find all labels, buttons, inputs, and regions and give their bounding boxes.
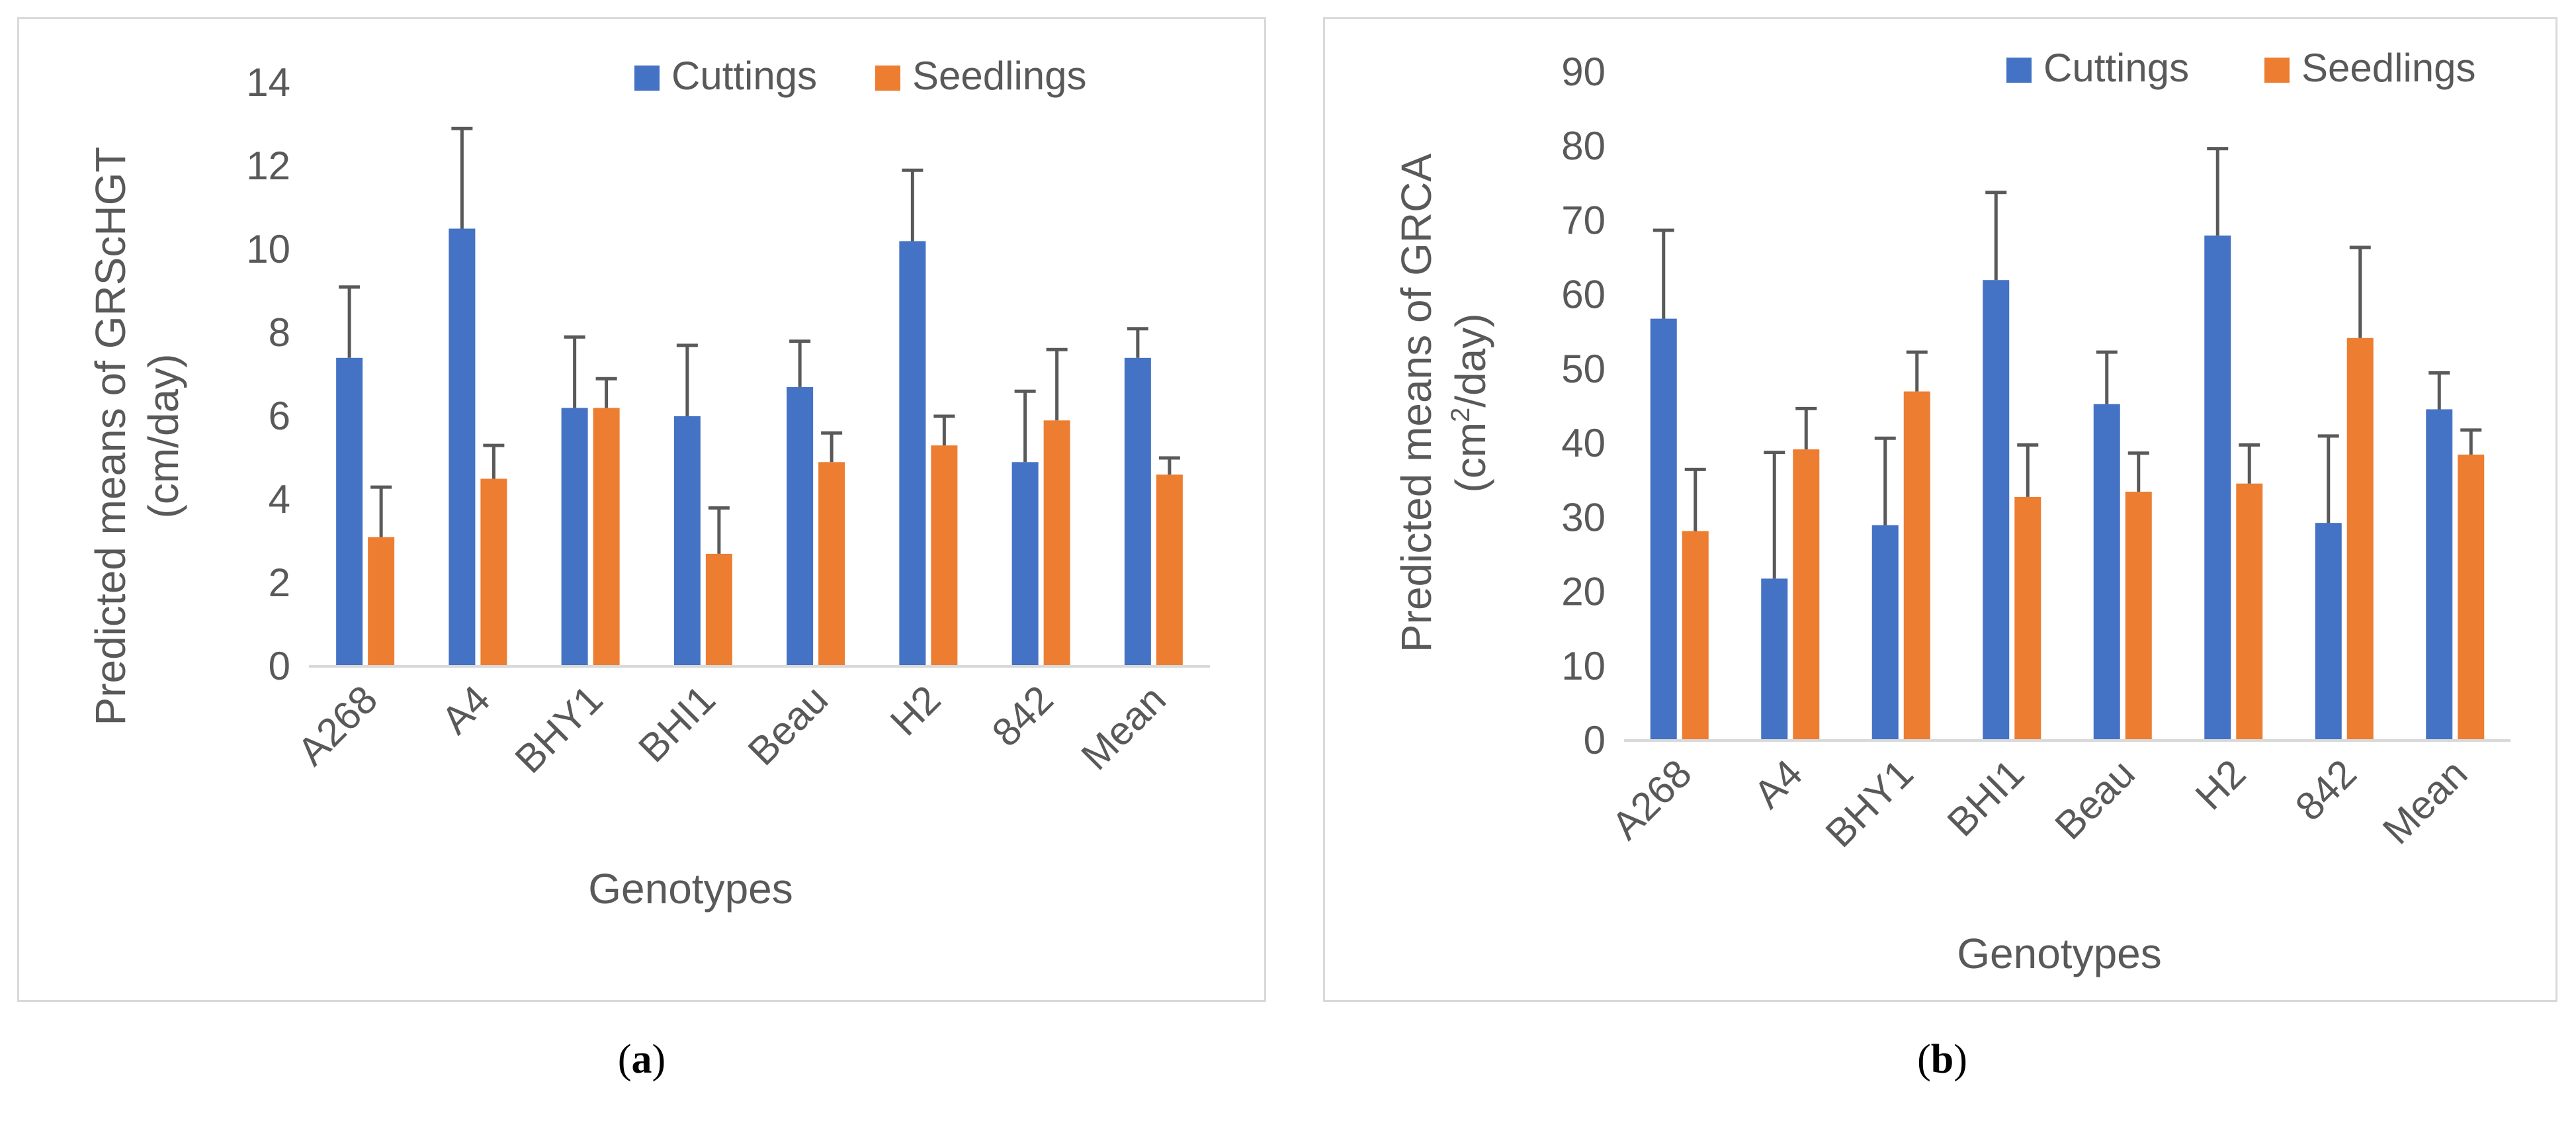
legend-label-seedlings: Seedlings: [912, 54, 1087, 98]
x-tick-label: Mean: [2374, 751, 2476, 853]
bar-cuttings-a268: [1650, 318, 1677, 741]
legend-label-cuttings: Cuttings: [2043, 46, 2189, 90]
bar-seedlings-a268: [1682, 531, 1709, 740]
x-tick-label: BHI1: [630, 677, 724, 771]
y-axis-label-unit-post: /day): [1447, 313, 1494, 407]
legend-label-cuttings: Cuttings: [671, 54, 817, 98]
y-tick-label: 14: [246, 60, 290, 105]
x-tick-label: BHI1: [1939, 751, 2033, 845]
y-axis-label-unit-pre: (cm: [1447, 422, 1494, 493]
y-tick-label: 2: [269, 560, 290, 605]
bar-cuttings-mean: [1124, 357, 1151, 666]
bar-seedlings-a268: [368, 537, 395, 666]
y-tick-label: 10: [1561, 644, 1606, 688]
bar-cuttings-842: [2315, 523, 2342, 740]
bar-cuttings-beau: [787, 386, 814, 666]
bar-seedlings-842: [2346, 337, 2374, 740]
bar-cuttings-bhy1: [561, 408, 588, 666]
bar-seedlings-a4: [1793, 449, 1820, 740]
bar-cuttings-842: [1011, 462, 1039, 666]
y-tick-label: 90: [1561, 50, 1606, 94]
y-axis-label-line2: (cm/day): [140, 354, 187, 519]
y-tick-label: 50: [1561, 347, 1606, 391]
x-tick-label: A268: [289, 677, 386, 774]
y-tick-label: 8: [269, 310, 290, 355]
x-tick-label: A4: [433, 677, 498, 742]
y-axis-label-line1: Predicted means of GRCA: [1393, 154, 1440, 652]
y-tick-label: 4: [269, 477, 290, 521]
bar-cuttings-a4: [1761, 578, 1788, 740]
y-tick-label: 12: [246, 144, 290, 188]
legend-swatch-seedlings: [875, 66, 900, 91]
y-tick-label: 60: [1561, 273, 1606, 317]
y-tick-label: 10: [246, 227, 290, 271]
chart-panel-b: 0 10 20 30 40 50 60 70 80 90 A268 A4 BHY1 BHI1 Beau H2…: [1323, 17, 2557, 1002]
legend-swatch-seedlings: [2264, 58, 2290, 83]
x-tick-label: BHY1: [1817, 751, 1922, 856]
y-axis-label-unit-sup: 2: [1446, 408, 1475, 422]
bar-seedlings-bhy1: [593, 408, 620, 666]
x-tick-label: A4: [1745, 751, 1811, 817]
x-tick-label: A268: [1603, 751, 1699, 848]
bar-seedlings-mean: [1156, 474, 1183, 666]
bar-seedlings-bhy1: [1903, 391, 1930, 740]
bar-cuttings-beau: [2093, 404, 2120, 740]
chart-b-svg: 0 10 20 30 40 50 60 70 80 90 A268 A4 BHY1 BHI1 Beau H2…: [1393, 46, 2511, 977]
y-tick-label: 70: [1561, 198, 1606, 242]
caption-b: (b): [1917, 1037, 1967, 1082]
x-axis-label: Genotypes: [1957, 930, 2162, 977]
chart-panel-a: 0 2 4 6 8 10 12 14 A268 A4 BHY1 BHI1 Beau H2 842 Mean …: [17, 17, 1266, 1002]
bar-cuttings-a268: [336, 357, 363, 666]
y-tick-label: 80: [1561, 124, 1606, 168]
y-tick-label: 0: [1584, 718, 1606, 762]
x-tick-label: Beau: [2046, 751, 2143, 848]
x-tick-label: 842: [984, 677, 1062, 755]
bar-seedlings-bhi1: [705, 553, 732, 666]
x-tick-label: H2: [2187, 751, 2254, 819]
legend-swatch-cuttings: [634, 66, 660, 91]
y-tick-label: 40: [1561, 421, 1606, 465]
bar-cuttings-h2: [2204, 235, 2231, 740]
bar-seedlings-beau: [2125, 492, 2152, 740]
bar-seedlings-842: [1043, 420, 1070, 666]
bar-seedlings-h2: [2236, 483, 2263, 740]
y-tick-label: 30: [1561, 495, 1606, 539]
bar-seedlings-a4: [480, 478, 507, 666]
bar-seedlings-beau: [818, 462, 845, 666]
bar-cuttings-a4: [449, 228, 476, 666]
legend-label-seedlings: Seedlings: [2301, 46, 2476, 90]
bar-cuttings-bhy1: [1871, 525, 1899, 740]
bar-cuttings-bhi1: [673, 416, 701, 666]
y-tick-label: 0: [269, 644, 290, 688]
x-tick-label: Mean: [1073, 677, 1175, 779]
legend-swatch-cuttings: [2006, 58, 2032, 83]
x-tick-label: BHY1: [507, 677, 611, 782]
bar-seedlings-mean: [2458, 454, 2485, 740]
y-tick-label: 20: [1561, 570, 1606, 614]
y-axis-label-line1: Predicted means of GRScHGT: [87, 147, 134, 726]
bar-cuttings-h2: [899, 241, 926, 666]
bar-seedlings-h2: [931, 445, 958, 666]
bar-seedlings-bhi1: [2014, 496, 2041, 740]
bar-cuttings-bhi1: [1983, 280, 2010, 740]
y-axis-label-line2: (cm2/day): [1446, 313, 1494, 492]
caption-a: (a): [617, 1037, 666, 1082]
bar-cuttings-mean: [2426, 409, 2453, 740]
x-axis-label: Genotypes: [588, 865, 793, 913]
y-tick-label: 6: [269, 394, 290, 438]
x-tick-label: Beau: [740, 677, 836, 774]
x-tick-label: 842: [2287, 751, 2365, 829]
x-tick-label: H2: [882, 677, 949, 744]
